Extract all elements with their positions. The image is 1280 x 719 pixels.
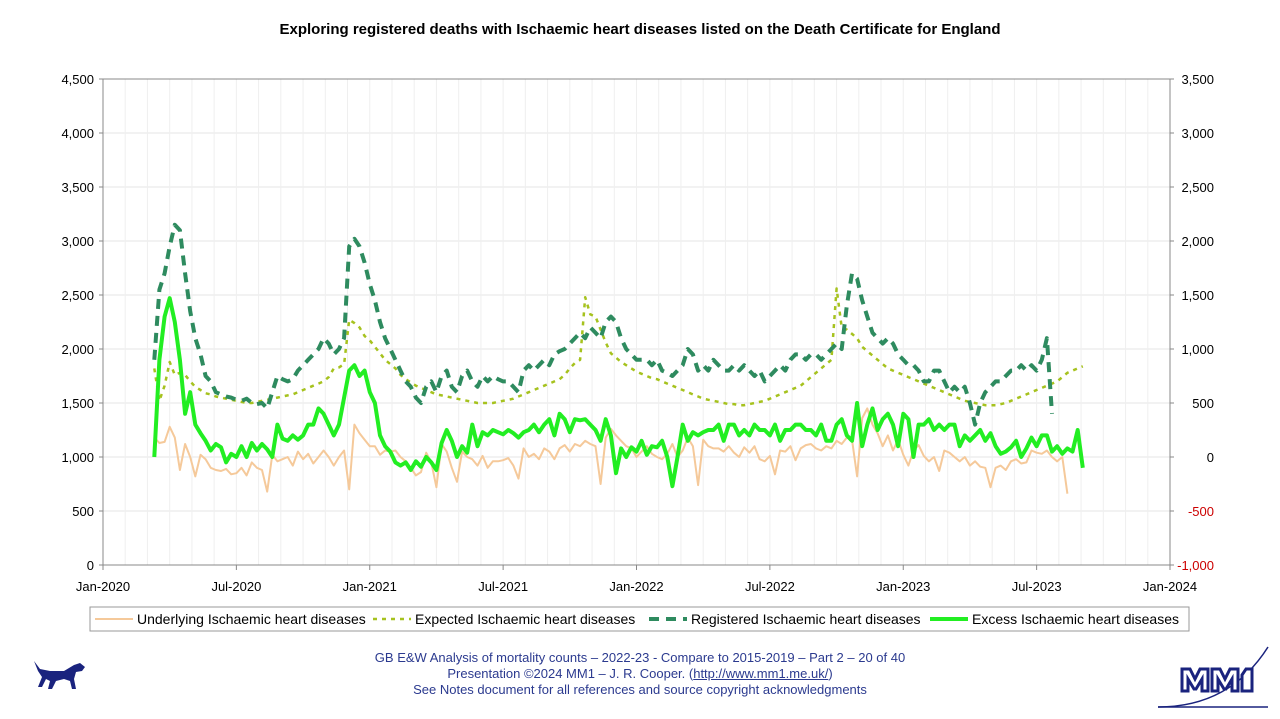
right-tick-label: 2,500 bbox=[1181, 180, 1214, 195]
left-tick-label: 2,000 bbox=[61, 342, 94, 357]
gridlines bbox=[103, 79, 1170, 565]
x-tick-label: Jan-2023 bbox=[876, 579, 930, 594]
legend-label: Underlying Ischaemic heart diseases bbox=[137, 611, 366, 627]
right-tick-label: -1,000 bbox=[1177, 558, 1214, 573]
right-tick-label: 3,000 bbox=[1181, 126, 1214, 141]
left-tick-label: 0 bbox=[87, 558, 94, 573]
legend-label: Registered Ischaemic heart diseases bbox=[691, 611, 921, 627]
legend-label: Expected Ischaemic heart diseases bbox=[415, 611, 635, 627]
footer-line-2-suffix: ) bbox=[828, 666, 833, 681]
right-tick-label: 2,000 bbox=[1181, 234, 1214, 249]
right-tick-label: 500 bbox=[1192, 396, 1214, 411]
legend: Underlying Ischaemic heart diseases Expec… bbox=[89, 606, 1190, 632]
chart-title: Exploring registered deaths with Ischaem… bbox=[279, 21, 1001, 38]
series-line bbox=[152, 222, 1054, 427]
footer-line-2: Presentation ©2024 MM1 – J. R. Cooper. (… bbox=[0, 666, 1280, 682]
x-tick-label: Jan-2022 bbox=[609, 579, 663, 594]
left-tick-label: 500 bbox=[72, 504, 94, 519]
left-tick-label: 3,500 bbox=[61, 180, 94, 195]
footer-line-1: GB E&W Analysis of mortality counts – 20… bbox=[374, 650, 906, 665]
right-tick-label: 3,500 bbox=[1181, 72, 1214, 87]
x-axis: Jan-2020 Jul-2020 Jan-2021 Jul-2021 Jan-2022… bbox=[76, 565, 1197, 594]
x-tick-label: Jan-2020 bbox=[76, 579, 130, 594]
left-axis: 4,500 4,000 3,500 3,000 2,500 2,000 1,500 1,000… bbox=[61, 72, 103, 573]
series-line bbox=[152, 296, 1085, 489]
left-tick-label: 1,500 bbox=[61, 396, 94, 411]
series-lines bbox=[152, 222, 1085, 494]
left-tick-label: 1,000 bbox=[61, 450, 94, 465]
right-tick-label: 0 bbox=[1207, 450, 1214, 465]
footer-link[interactable]: http://www.mm1.me.uk/ bbox=[693, 666, 829, 681]
mm1-logo-icon bbox=[1157, 646, 1269, 708]
x-tick-label: Jul-2021 bbox=[478, 579, 528, 594]
dog-logo-icon bbox=[34, 661, 85, 689]
x-tick-label: Jul-2023 bbox=[1012, 579, 1062, 594]
chart: 4,500 4,000 3,500 3,000 2,500 2,000 1,500 1,000… bbox=[61, 72, 1214, 632]
right-tick-label: 1,500 bbox=[1181, 288, 1214, 303]
left-tick-label: 4,500 bbox=[61, 72, 94, 87]
series-line bbox=[153, 287, 1084, 407]
left-tick-label: 2,500 bbox=[61, 288, 94, 303]
right-tick-label: -500 bbox=[1188, 504, 1214, 519]
footer-line-2-prefix: Presentation ©2024 MM1 – J. R. Cooper. ( bbox=[447, 666, 694, 681]
legend-label: Excess Ischaemic heart diseases bbox=[972, 611, 1179, 627]
right-axis: 3,500 3,000 2,500 2,000 1,500 1,000 500 0 -500 -1… bbox=[1170, 72, 1214, 573]
x-tick-label: Jul-2020 bbox=[211, 579, 261, 594]
right-tick-label: 1,000 bbox=[1181, 342, 1214, 357]
left-tick-label: 4,000 bbox=[61, 126, 94, 141]
footer: GB E&W Analysis of mortality counts – 20… bbox=[0, 650, 1280, 698]
legend-box bbox=[89, 606, 1190, 632]
x-tick-label: Jan-2021 bbox=[343, 579, 397, 594]
x-tick-label: Jan-2024 bbox=[1143, 579, 1197, 594]
left-tick-label: 3,000 bbox=[61, 234, 94, 249]
footer-line-3: See Notes document for all references an… bbox=[413, 682, 867, 697]
x-tick-label: Jul-2022 bbox=[745, 579, 795, 594]
